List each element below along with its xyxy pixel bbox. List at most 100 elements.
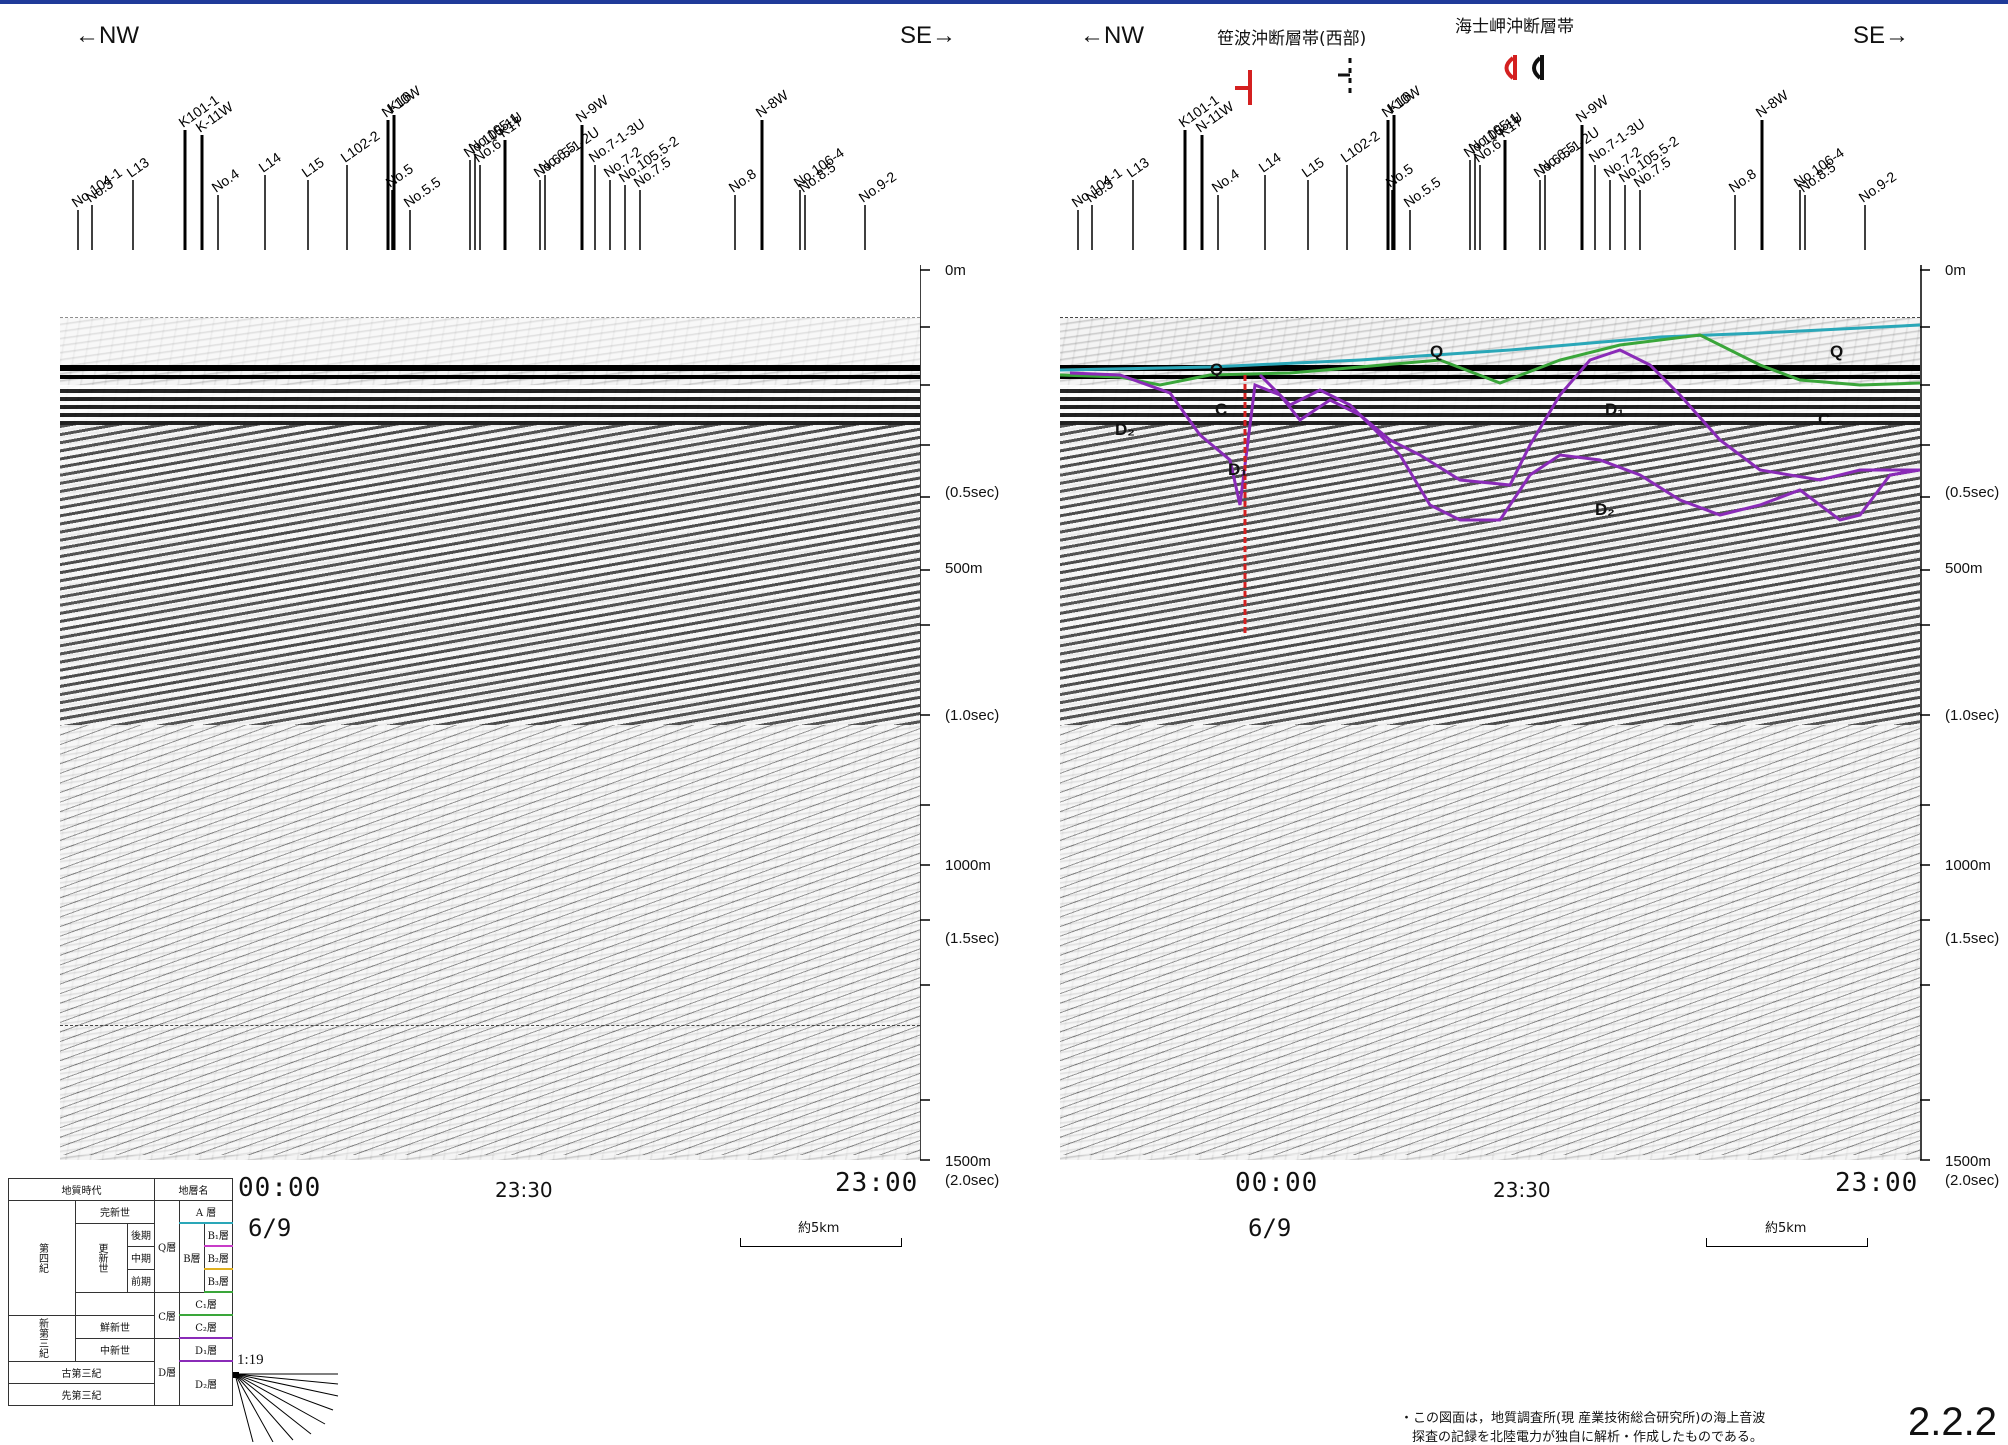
- label-Q-3: Q: [1830, 342, 1843, 361]
- time-10sec-r: (1.0sec): [1945, 707, 2000, 724]
- legend-C2: C₂層: [179, 1314, 233, 1339]
- scale-bar-r: [1706, 1238, 1868, 1247]
- label-D2-1: D₂: [1115, 420, 1135, 439]
- legend-pliocene: 鮮新世: [75, 1314, 155, 1339]
- station-right-label-7: L15: [1299, 154, 1327, 181]
- note-line-1: ・この図面は，地質調査所(現 産業技術総合研究所)の海上音波: [1400, 1411, 1766, 1426]
- legend-C: C層: [153, 1291, 181, 1339]
- station-right-label-28: No.9-2: [1856, 168, 1900, 205]
- direction-right: SE→: [900, 22, 957, 49]
- depth-500m: 500m: [945, 560, 983, 577]
- note-line-2: 探査の記録を北陸電力が独自に解析・作成したものである。: [1412, 1430, 1763, 1445]
- direction-left-2: ←NW: [1080, 22, 1144, 49]
- fault-zone-sasanami: 笹波沖断層帯(西部): [1217, 29, 1367, 49]
- legend-pleistocene: 更新世: [75, 1222, 128, 1293]
- stratigraphy-legend: 地質時代 地層名 第四紀 完新世 Q層 A 層 更新世 後期 B層 B₁層 中期…: [8, 1178, 233, 1406]
- station-left-label-24: No.8: [726, 165, 760, 195]
- station-right-label-19: N-9W: [1573, 91, 1612, 125]
- depth-0m-r: 0m: [1945, 262, 1966, 279]
- station-left-label-8: L102-2: [338, 127, 383, 165]
- legend-early: 前期: [127, 1268, 155, 1293]
- legend-Q: Q層: [153, 1200, 181, 1293]
- depth-axis-right: [1920, 265, 1930, 1161]
- scale-bar-label-r: 約5km: [1765, 1221, 1807, 1236]
- legend-paleogene: 古第三紀: [8, 1360, 155, 1384]
- legend-pretertiary: 先第三紀: [8, 1382, 155, 1406]
- time-20sec-r: (2.0sec): [1945, 1172, 2000, 1189]
- legend-B: B層: [179, 1222, 205, 1293]
- label-Q-1: Q: [1210, 360, 1223, 379]
- legend-quaternary: 第四紀: [8, 1200, 76, 1316]
- legend-B2: B₂層: [203, 1245, 233, 1270]
- time-label-end: 23:00: [835, 1168, 919, 1198]
- slope-fan: [233, 1372, 339, 1442]
- fault-symbols: [1235, 55, 1544, 105]
- station-left-label-2: L13: [124, 154, 152, 181]
- seismic-profile-right: [1060, 305, 1920, 1160]
- depth-500m-r: 500m: [1945, 560, 1983, 577]
- station-left-label-6: L14: [256, 149, 284, 176]
- station-right-label-6: L14: [1256, 149, 1284, 176]
- label-D1-1: D₁: [1228, 460, 1247, 479]
- time-label-end-r: 23:00: [1835, 1168, 1919, 1198]
- legend-late: 後期: [127, 1222, 155, 1247]
- label-Q-2: Q: [1430, 342, 1443, 361]
- time-label-start: 00:00: [238, 1173, 322, 1203]
- legend-neogene: 新第三紀: [8, 1314, 76, 1362]
- ratio-label: 1:19: [237, 1352, 264, 1368]
- legend-A: A 層: [179, 1200, 233, 1224]
- label-D1-2: D₁: [1605, 400, 1624, 419]
- date-label-r: 6/9: [1248, 1214, 1292, 1242]
- page-number: 2.2.2: [1908, 1400, 1997, 1444]
- legend-D2: D₂層: [179, 1360, 233, 1406]
- legend-middle: 中期: [127, 1245, 155, 1270]
- station-left-label-5: No.4: [209, 165, 243, 195]
- station-left-label-19: N-9W: [573, 91, 612, 125]
- scale-bar: [740, 1238, 902, 1247]
- time-label-start-r: 00:00: [1235, 1168, 1319, 1198]
- time-20sec: (2.0sec): [945, 1172, 1000, 1189]
- legend-holocene: 完新世: [75, 1200, 155, 1224]
- direction-left: ←NW: [75, 22, 139, 49]
- station-right-label-5: No.4: [1209, 165, 1243, 195]
- time-label-mid: 23:30: [495, 1178, 553, 1202]
- time-10sec: (1.0sec): [945, 707, 1000, 724]
- legend-header-unit: 地層名: [154, 1178, 233, 1201]
- station-right-label-25: N-8W: [1753, 86, 1792, 120]
- time-15sec-r: (1.5sec): [1945, 930, 2000, 947]
- label-C-2: C: [1818, 410, 1830, 429]
- depth-0m: 0m: [945, 262, 966, 279]
- legend-header-era: 地質時代: [8, 1178, 155, 1201]
- label-C-1: C: [1215, 400, 1227, 419]
- legend-B3: B₃層: [203, 1268, 233, 1293]
- time-label-mid-r: 23:30: [1493, 1178, 1551, 1202]
- station-left-label-7: L15: [299, 154, 327, 181]
- label-D2-2: D₂: [1595, 500, 1615, 519]
- depth-1000m: 1000m: [945, 857, 991, 874]
- station-right-label-24: No.8: [1726, 165, 1760, 195]
- date-label: 6/9: [248, 1214, 292, 1242]
- station-right-label-8: L102-2: [1338, 127, 1383, 165]
- legend-D1: D₁層: [179, 1337, 233, 1362]
- depth-axis-left: [920, 265, 930, 1161]
- time-15sec: (1.5sec): [945, 930, 1000, 947]
- station-left-label-25: N-8W: [753, 86, 792, 120]
- seismic-profile-left: [60, 305, 920, 1160]
- legend-miocene: 中新世: [75, 1337, 155, 1362]
- fault-zone-amamisaki: 海士岬沖断層帯: [1455, 17, 1574, 37]
- depth-1500m-r: 1500m: [1945, 1153, 1991, 1170]
- legend-C1: C₁層: [179, 1291, 233, 1316]
- direction-right-2: SE→: [1853, 22, 1910, 49]
- depth-1000m-r: 1000m: [1945, 857, 1991, 874]
- header-bar: [0, 0, 2008, 4]
- depth-1500m: 1500m: [945, 1153, 991, 1170]
- legend-D: D層: [153, 1337, 181, 1406]
- time-05sec: (0.5sec): [945, 484, 1000, 501]
- scale-bar-label: 約5km: [798, 1221, 840, 1236]
- legend-B1: B₁層: [203, 1222, 233, 1247]
- station-right-label-2: L13: [1124, 154, 1152, 181]
- station-left-label-28: No.9-2: [856, 168, 900, 205]
- time-05sec-r: (0.5sec): [1945, 484, 2000, 501]
